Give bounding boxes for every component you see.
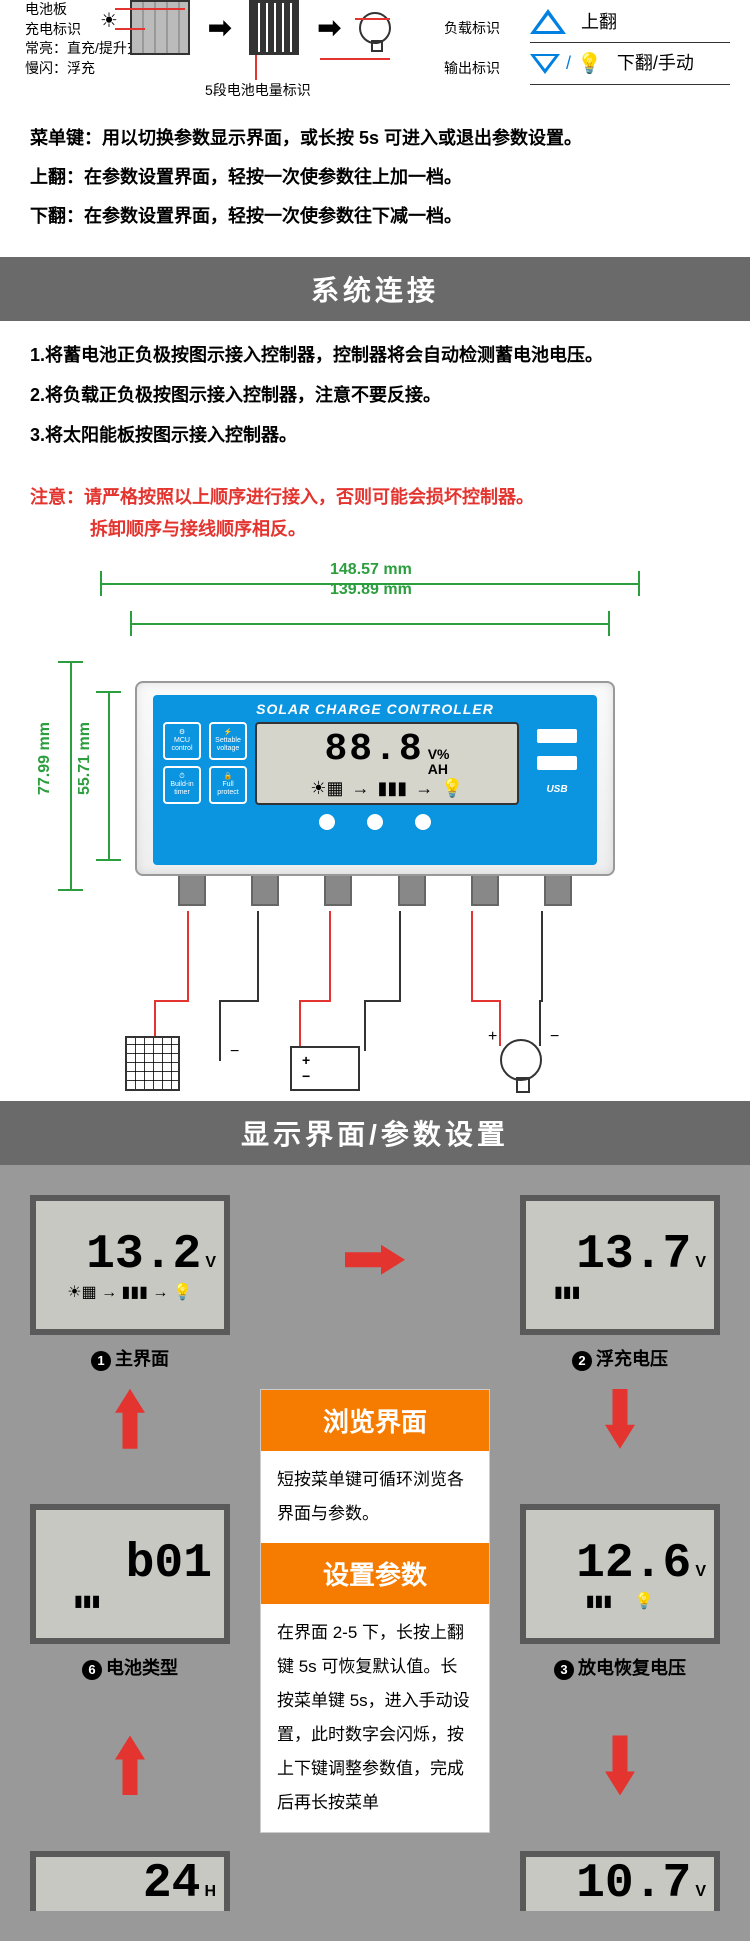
battery-load-icon xyxy=(290,1046,360,1091)
up-key-text: 上翻：在参数设置界面，轻按一次使参数往上加一档。 xyxy=(30,164,720,191)
left-labels: 电池板 充电标识 常亮：直充/提升充 慢闪：浮充 xyxy=(25,0,141,78)
triangle-up-icon xyxy=(530,9,566,34)
controller-button[interactable] xyxy=(414,813,432,831)
protect-box: 🔒Full protect xyxy=(209,766,247,804)
red-arrow-down-icon xyxy=(605,1735,635,1795)
center-info-box: 浏览界面 短按菜单键可循环浏览各界面与参数。 设置参数 在界面 2-5 下，长按… xyxy=(260,1389,490,1833)
display-section: 13.2V ☀▦ → ▮▮▮ → 💡 1主界面 13.7V ▮▮▮ 2浮充电压 … xyxy=(0,1165,750,1941)
controller-button[interactable] xyxy=(366,813,384,831)
voltage-box: ⚡Settable voltage xyxy=(209,722,247,760)
mcu-box: ⚙MCU control xyxy=(163,722,201,760)
wiring-svg: + − + − xyxy=(100,911,650,1091)
solar-panel-load-icon xyxy=(125,1036,180,1091)
load-label: 负载标识 xyxy=(444,18,500,38)
controller-button[interactable] xyxy=(318,813,336,831)
dimension-diagram: 148.57 mm 139.89 mm 77.99 mm 55.71 mm SO… xyxy=(0,561,750,1101)
lcd-panel-1: 13.2V ☀▦ → ▮▮▮ → 💡 1主界面 xyxy=(25,1195,235,1371)
lcd-panel-4: 10.7V xyxy=(515,1851,725,1911)
top-diagram-section: 电池板 充电标识 常亮：直充/提升充 慢闪：浮充 ☀ ➡ ➡ 负载标识 输出标识… xyxy=(0,0,750,110)
triangle-down-icon xyxy=(530,54,560,74)
output-label: 输出标识 xyxy=(444,58,500,78)
lcd-panel-3: 12.6V ▮▮▮ 💡 3放电恢复电压 xyxy=(515,1504,725,1680)
bulb-icon xyxy=(359,12,391,44)
red-arrow-up-icon xyxy=(115,1735,145,1795)
usb-ports: USB xyxy=(527,722,587,802)
red-arrow-up-icon xyxy=(115,1389,145,1449)
lcd-panel-2: 13.7V ▮▮▮ 2浮充电压 xyxy=(515,1195,725,1371)
controller-device: SOLAR CHARGE CONTROLLER ⚙MCU control ⏱Bu… xyxy=(135,681,615,876)
bulb-outline-icon: 💡 xyxy=(577,51,602,76)
svg-text:−: − xyxy=(230,1043,239,1060)
timer-box: ⏱Build-in timer xyxy=(163,766,201,804)
red-arrow-down-icon xyxy=(605,1389,635,1449)
svg-text:−: − xyxy=(550,1028,559,1045)
section-system-connect: 系统连接 xyxy=(0,257,750,321)
section-display-settings: 显示界面/参数设置 xyxy=(0,1101,750,1165)
bulb-load-icon xyxy=(500,1039,542,1081)
arrow-icon: ➡ xyxy=(317,11,340,44)
lcd-panel-5: 24H xyxy=(25,1851,235,1911)
svg-text:+: + xyxy=(488,1028,497,1045)
menu-key-text: 菜单键：用以切换参数显示界面，或长按 5s 可进入或退出参数设置。 xyxy=(30,125,720,152)
warning-text: 注意：请严格按照以上顺序进行接入，否则可能会损坏控制器。 拆卸顺序与接线顺序相反… xyxy=(0,481,750,561)
arrow-icon: ➡ xyxy=(208,11,231,44)
battery-label: 5段电池电量标识 xyxy=(205,80,311,100)
down-key-text: 下翻：在参数设置界面，轻按一次使参数往下减一档。 xyxy=(30,203,720,230)
lcd-display: 88.8 V% AH ☀▦→▮▮▮→💡 xyxy=(255,722,519,805)
terminals xyxy=(155,876,595,906)
connection-steps: 1.将蓄电池正负极按图示接入控制器，控制器将会自动检测蓄电池电压。 2.将负载正… xyxy=(0,321,750,481)
lcd-panel-6: b01 ▮▮▮ 6电池类型 xyxy=(25,1504,235,1680)
red-arrow-right-icon xyxy=(345,1245,405,1275)
side-nav-indicators: 上翻 / 💡 下翻/手动 xyxy=(530,0,730,85)
key-instructions: 菜单键：用以切换参数显示界面，或长按 5s 可进入或退出参数设置。 上翻：在参数… xyxy=(0,110,750,257)
battery-icon xyxy=(249,0,299,55)
